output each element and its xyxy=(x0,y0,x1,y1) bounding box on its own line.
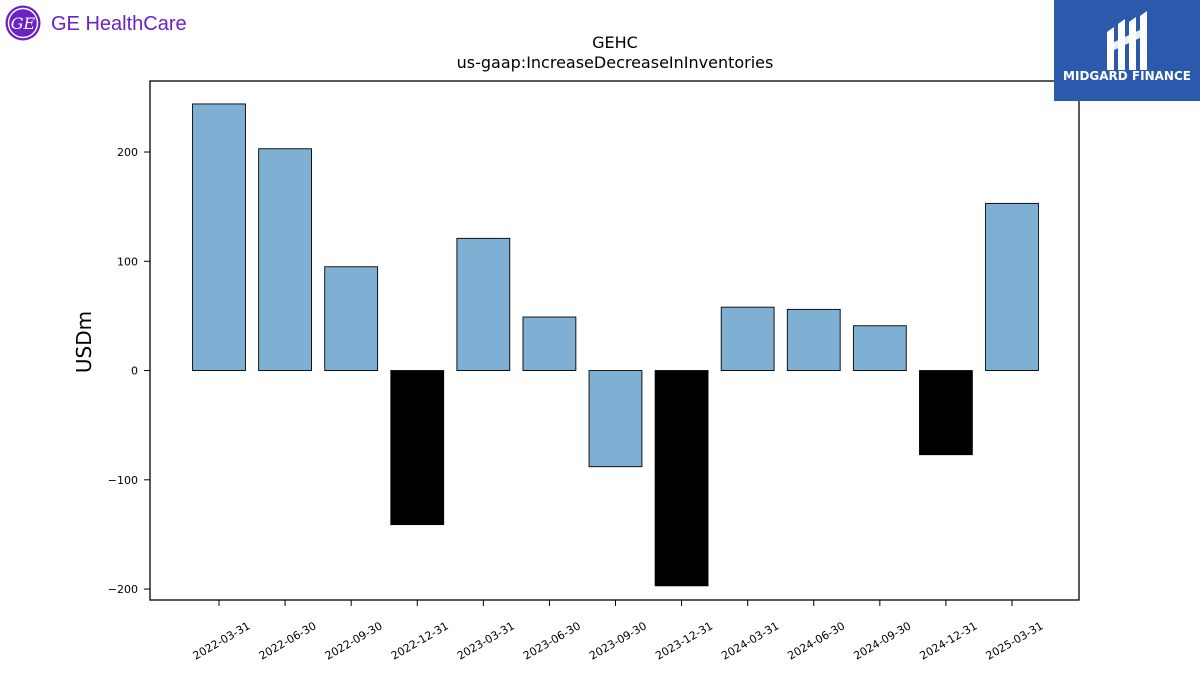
x-tick-label: 2022-09-30 xyxy=(323,619,385,662)
x-tick-label: 2025-03-31 xyxy=(984,619,1046,662)
ge-brand-text: GE HealthCare xyxy=(51,13,187,35)
watermark-text: MIDGARD FINANCE xyxy=(1063,69,1191,83)
bar-2024-09-30 xyxy=(852,325,907,371)
bar-2023-03-31 xyxy=(456,237,511,371)
y-axis: −200 −100 0 100 200 xyxy=(108,146,150,596)
bar-2025-03-31 xyxy=(985,202,1039,371)
plot-frame xyxy=(149,80,1080,601)
chart-title: GEHC xyxy=(592,33,638,52)
x-tick-label: 2022-12-31 xyxy=(389,619,451,662)
x-tick-label: 2022-03-31 xyxy=(191,619,253,662)
x-axis: 2022-03-31 2022-06-30 2022-09-30 2022-12-31… xyxy=(191,600,1046,663)
x-tick-label: 2023-03-31 xyxy=(455,619,517,662)
bars xyxy=(192,103,1039,587)
bar-2022-12-31 xyxy=(390,370,445,526)
midgard-mark-icon xyxy=(1107,11,1147,70)
bar-2023-06-30 xyxy=(522,316,577,371)
y-tick-label: 200 xyxy=(117,146,138,159)
x-tick-label: 2024-12-31 xyxy=(918,619,980,662)
x-tick-label: 2023-12-31 xyxy=(653,619,715,662)
ge-healthcare-logo: GE GE HealthCare xyxy=(5,5,187,41)
bar-2022-09-30 xyxy=(324,266,379,371)
bar-2022-06-30 xyxy=(258,148,312,371)
midgard-finance-logo: MIDGARD FINANCE xyxy=(1054,0,1200,101)
bar-2024-03-31 xyxy=(720,306,775,371)
ge-monogram-icon: GE xyxy=(5,5,41,41)
x-tick-label: 2023-09-30 xyxy=(587,619,649,662)
y-tick-label: 0 xyxy=(131,365,138,378)
svg-text:GE: GE xyxy=(11,14,36,33)
y-axis-label: USDm xyxy=(72,311,96,373)
x-tick-label: 2023-06-30 xyxy=(521,619,583,662)
bar-2024-06-30 xyxy=(786,308,841,371)
x-tick-label: 2022-06-30 xyxy=(257,619,319,662)
y-tick-label: −100 xyxy=(108,474,138,487)
bar-2024-12-31 xyxy=(919,370,973,456)
x-tick-label: 2024-03-31 xyxy=(719,619,781,662)
chart-subtitle: us-gaap:IncreaseDecreaseInInventories xyxy=(457,53,774,72)
bar-2022-03-31 xyxy=(192,103,246,371)
y-tick-label: 100 xyxy=(117,255,138,268)
x-tick-label: 2024-09-30 xyxy=(851,619,913,662)
x-tick-label: 2024-06-30 xyxy=(785,619,847,662)
y-tick-label: −200 xyxy=(108,583,138,596)
bar-2023-09-30 xyxy=(588,370,643,468)
bar-2023-12-31 xyxy=(654,370,709,587)
